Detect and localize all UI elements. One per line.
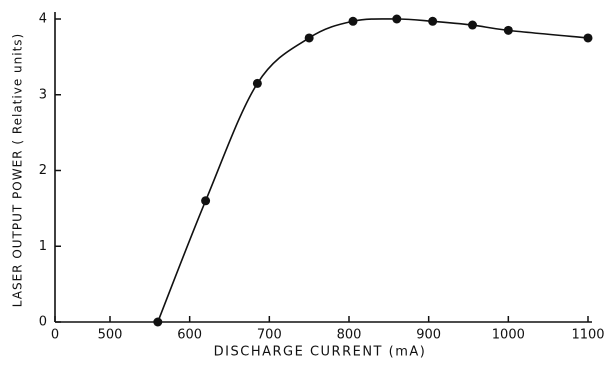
x-tick-label: 0 — [51, 328, 59, 343]
data-point — [252, 78, 262, 88]
x-tick-label: 1000 — [492, 328, 525, 343]
x-axis-label: DISCHARGE CURRENT (mA) — [214, 345, 427, 360]
y-tick-label: 4 — [39, 12, 47, 27]
y-tick-label: 2 — [39, 163, 47, 178]
data-point — [467, 20, 477, 30]
data-point — [392, 14, 402, 24]
data-point — [348, 16, 358, 26]
data-point — [304, 33, 314, 43]
data-point — [201, 196, 211, 206]
y-axis-label: LASER OUTPUT POWER ( Relative units) — [11, 33, 25, 307]
y-tick-label: 0 — [39, 315, 47, 330]
x-tick-label: 500 — [98, 328, 123, 343]
x-tick-label: 800 — [337, 328, 362, 343]
y-tick-label: 3 — [39, 87, 47, 102]
data-point — [583, 33, 593, 43]
fit-curve — [157, 18, 589, 323]
data-point — [153, 317, 163, 327]
x-tick-label: 600 — [177, 328, 202, 343]
x-tick-label: 900 — [416, 328, 441, 343]
x-tick-label: 1100 — [571, 328, 604, 343]
x-tick-label: 700 — [257, 328, 282, 343]
data-point — [503, 25, 513, 35]
y-tick-label: 1 — [39, 239, 47, 254]
data-point — [428, 16, 438, 26]
